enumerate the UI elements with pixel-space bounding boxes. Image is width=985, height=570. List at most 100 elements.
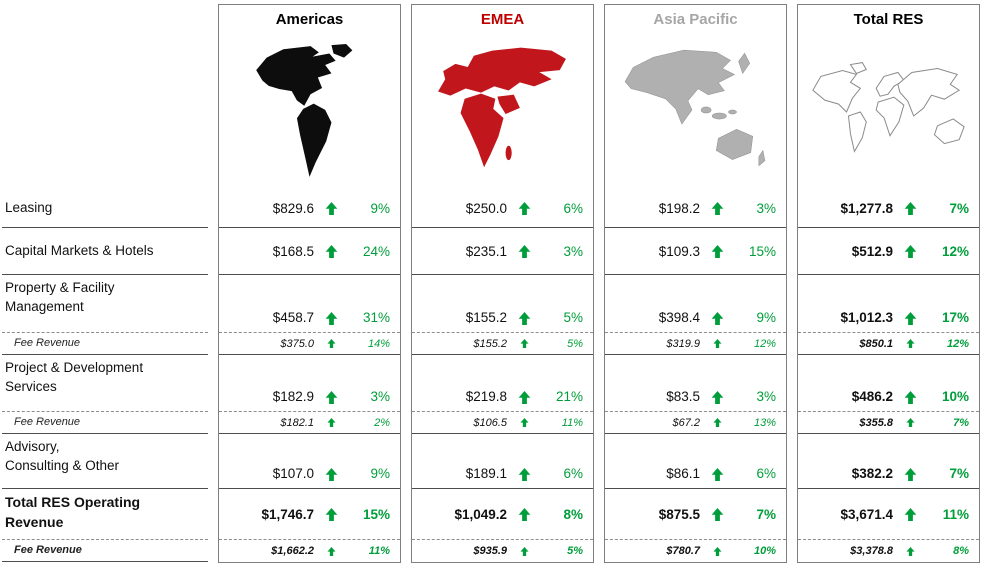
growth-percent: 3%: [563, 243, 583, 259]
region-column-americas: Americas $829.6 9% $168.5 24% $458.7 31% $3…: [218, 4, 401, 563]
table-cell: $375.0 14%: [219, 333, 400, 355]
revenue-value: $198.2: [658, 201, 700, 216]
up-arrow-icon: [700, 202, 734, 215]
revenue-value: $780.7: [666, 545, 700, 557]
revenue-value: $106.5: [473, 416, 507, 429]
revenue-value: $219.8: [465, 389, 507, 404]
table-cell: $780.7 10%: [605, 540, 786, 562]
growth-percent: 21%: [555, 389, 583, 404]
growth-percent: 5%: [567, 337, 583, 350]
revenue-value: $109.3: [658, 243, 700, 259]
revenue-value: $182.9: [272, 389, 314, 404]
table-cell: $189.1 6%: [412, 434, 593, 489]
growth-percent: 17%: [941, 310, 969, 325]
revenue-value: $398.4: [658, 310, 700, 325]
table-cell: $182.9 3%: [219, 355, 400, 412]
row-label-project-development: Project & Development Services: [2, 355, 208, 412]
growth-percent: 7%: [949, 466, 969, 481]
row-label-capital-markets: Capital Markets & Hotels: [2, 228, 208, 275]
table-cell: $486.2 10%: [798, 355, 979, 412]
revenue-value: $1,277.8: [840, 201, 893, 216]
region-header-total-res: Total RES: [853, 10, 924, 28]
table-cell: $355.8 7%: [798, 412, 979, 434]
growth-percent: 10%: [941, 389, 969, 404]
up-arrow-icon: [314, 507, 348, 521]
growth-percent: 5%: [567, 545, 583, 557]
revenue-value: $1,012.3: [840, 310, 893, 325]
table-cell: $250.0 6%: [412, 190, 593, 228]
up-arrow-icon: [507, 507, 541, 521]
up-arrow-icon: [893, 468, 927, 481]
growth-percent: 5%: [563, 310, 583, 325]
up-arrow-icon: [314, 244, 348, 258]
row-label-leasing: Leasing: [2, 190, 208, 228]
up-arrow-icon: [314, 312, 348, 325]
table-cell: $875.5 7%: [605, 489, 786, 540]
table-cell: $398.4 9%: [605, 275, 786, 333]
label-column-header-spacer: [2, 5, 208, 190]
growth-percent: 9%: [370, 201, 390, 216]
up-arrow-icon: [893, 418, 927, 427]
revenue-value: $355.8: [859, 416, 893, 429]
table-cell: $829.6 9%: [219, 190, 400, 228]
table-cell: $3,671.4 11%: [798, 489, 979, 540]
region-header-asia-pacific: Asia Pacific: [653, 10, 738, 28]
table-cell: $155.2 5%: [412, 333, 593, 355]
revenue-value: $1,049.2: [454, 506, 507, 522]
up-arrow-icon: [700, 312, 734, 325]
revenue-value: $829.6: [272, 201, 314, 216]
revenue-value: $155.2: [473, 337, 507, 350]
up-arrow-icon: [507, 546, 541, 556]
up-arrow-icon: [700, 418, 734, 427]
up-arrow-icon: [314, 418, 348, 427]
table-cell: $1,746.7 15%: [219, 489, 400, 540]
table-cell: $168.5 24%: [219, 228, 400, 275]
up-arrow-icon: [893, 244, 927, 258]
growth-percent: 11%: [368, 545, 390, 557]
growth-percent: 15%: [362, 506, 390, 522]
table-cell: $107.0 9%: [219, 434, 400, 489]
row-label-text: Project & Development Services: [5, 360, 144, 394]
table-cell: $67.2 13%: [605, 412, 786, 434]
up-arrow-icon: [700, 244, 734, 258]
up-arrow-icon: [314, 546, 348, 556]
revenue-value: $235.1: [465, 243, 507, 259]
growth-percent: 12%: [946, 337, 969, 350]
row-labels-column: Leasing Capital Markets & Hotels Propert…: [2, 4, 208, 563]
growth-percent: 10%: [753, 545, 776, 557]
up-arrow-icon: [700, 391, 734, 404]
row-label-text: Capital Markets & Hotels: [5, 242, 154, 258]
growth-percent: 12%: [753, 337, 776, 350]
up-arrow-icon: [700, 546, 734, 556]
revenue-value: $1,662.2: [271, 545, 314, 557]
up-arrow-icon: [507, 418, 541, 427]
growth-percent: 3%: [756, 389, 776, 404]
up-arrow-icon: [700, 339, 734, 348]
revenue-value: $512.9: [851, 243, 893, 259]
row-label-text: Property & Facility Management: [5, 280, 115, 314]
table-cell: $935.9 5%: [412, 540, 593, 562]
revenue-value: $107.0: [272, 466, 314, 481]
row-label-text: Advisory, Consulting & Other: [5, 439, 120, 473]
table-cell: $1,012.3 17%: [798, 275, 979, 333]
table-cell: $1,049.2 8%: [412, 489, 593, 540]
table-cell: $198.2 3%: [605, 190, 786, 228]
growth-percent: 3%: [756, 201, 776, 216]
growth-percent: 11%: [561, 416, 583, 429]
revenue-value: $86.1: [666, 466, 700, 481]
table-cell: $109.3 15%: [605, 228, 786, 275]
revenue-value: $3,378.8: [850, 545, 893, 557]
row-label-fee-revenue-2: Fee Revenue: [2, 412, 208, 434]
revenue-value: $83.5: [666, 389, 700, 404]
region-header-americas: Americas: [275, 10, 344, 28]
up-arrow-icon: [893, 202, 927, 215]
table-cell: $382.2 7%: [798, 434, 979, 489]
growth-percent: 14%: [367, 337, 390, 350]
up-arrow-icon: [314, 468, 348, 481]
growth-percent: 7%: [949, 201, 969, 216]
revenue-value: $250.0: [465, 201, 507, 216]
table-cell: $106.5 11%: [412, 412, 593, 434]
world-map: [798, 33, 979, 190]
table-cell: $182.1 2%: [219, 412, 400, 434]
region-column-asia-pacific: Asia Pacific $198.2 3% $109.3 15% $398.4 9%…: [604, 4, 787, 563]
